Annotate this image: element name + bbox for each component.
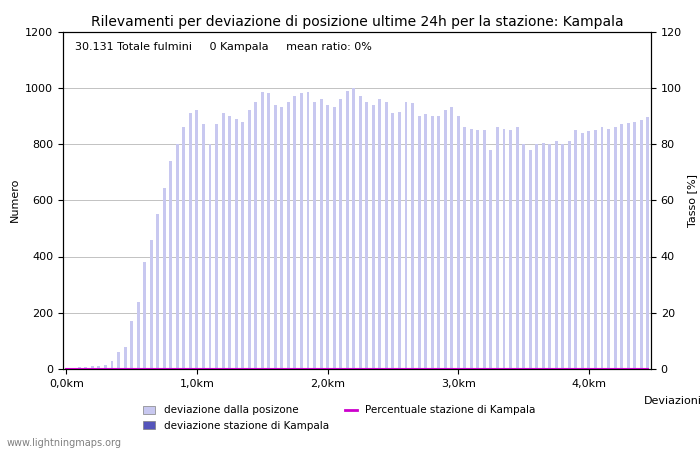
Bar (241, 122, 244, 369)
Bar (293, 96, 296, 369)
Bar (424, 114, 427, 369)
Bar (150, 239, 153, 369)
Text: www.lightningmaps.org: www.lightningmaps.org (7, 438, 122, 448)
Bar (516, 127, 519, 369)
Bar (391, 113, 394, 369)
Bar (189, 113, 192, 369)
Bar (372, 105, 375, 369)
Bar (124, 346, 127, 369)
Bar (359, 96, 362, 369)
Bar (581, 133, 584, 369)
Bar (71, 368, 74, 369)
Bar (614, 127, 617, 369)
Bar (130, 321, 133, 369)
Bar (379, 99, 382, 369)
Bar (561, 144, 564, 369)
Bar (97, 365, 100, 369)
Bar (646, 117, 649, 369)
Bar (163, 188, 166, 369)
Bar (398, 112, 401, 369)
Bar (261, 92, 264, 369)
Bar (274, 105, 276, 369)
Bar (489, 149, 492, 369)
Bar (522, 144, 525, 369)
Bar (320, 99, 323, 369)
Bar (503, 129, 505, 369)
Bar (568, 141, 570, 369)
Y-axis label: Numero: Numero (10, 178, 20, 222)
Bar (183, 127, 186, 369)
Bar (430, 116, 433, 369)
Bar (78, 367, 80, 369)
Bar (267, 94, 270, 369)
Bar (287, 102, 290, 369)
Title: Rilevamenti per deviazione di posizione ultime 24h per la stazione: Kampala: Rilevamenti per deviazione di posizione … (91, 15, 623, 29)
Bar (215, 124, 218, 369)
Bar (222, 113, 225, 369)
Bar (548, 144, 551, 369)
Bar (457, 116, 460, 369)
Bar (450, 108, 453, 369)
Bar (542, 143, 545, 369)
Bar (536, 144, 538, 369)
Bar (444, 110, 447, 369)
Bar (202, 124, 205, 369)
Bar (470, 129, 473, 369)
Bar (300, 94, 303, 369)
Bar (405, 102, 407, 369)
Bar (483, 130, 486, 369)
Bar (365, 102, 368, 369)
Bar (332, 108, 335, 369)
Bar (438, 116, 440, 369)
Bar (176, 144, 178, 369)
Bar (594, 130, 597, 369)
Bar (555, 141, 558, 369)
Bar (418, 116, 421, 369)
Bar (601, 127, 603, 369)
Bar (411, 103, 414, 369)
Bar (463, 127, 466, 369)
Bar (626, 123, 629, 369)
Y-axis label: Tasso [%]: Tasso [%] (687, 174, 697, 227)
Bar (385, 102, 388, 369)
Bar (169, 161, 172, 369)
Bar (104, 364, 107, 369)
Bar (575, 130, 577, 369)
Bar (144, 262, 146, 369)
Bar (254, 102, 257, 369)
Bar (136, 302, 139, 369)
Bar (352, 88, 355, 369)
Bar (477, 130, 480, 369)
Text: 30.131 Totale fulmini     0 Kampala     mean ratio: 0%: 30.131 Totale fulmini 0 Kampala mean rat… (75, 42, 372, 52)
Bar (228, 116, 231, 369)
Bar (509, 130, 512, 369)
Bar (195, 110, 198, 369)
Bar (326, 105, 329, 369)
Text: Deviazioni: Deviazioni (644, 396, 700, 406)
Bar (307, 92, 309, 369)
Bar (313, 102, 316, 369)
Bar (248, 110, 251, 369)
Bar (634, 122, 636, 369)
Bar (85, 367, 88, 369)
Bar (91, 366, 94, 369)
Bar (234, 119, 237, 369)
Bar (528, 149, 531, 369)
Bar (209, 144, 211, 369)
Bar (111, 360, 113, 369)
Legend: deviazione dalla posizone, deviazione stazione di Kampala, Percentuale stazione : deviazione dalla posizone, deviazione st… (139, 401, 540, 435)
Bar (117, 352, 120, 369)
Bar (640, 120, 643, 369)
Bar (620, 124, 623, 369)
Bar (281, 108, 284, 369)
Bar (587, 131, 590, 369)
Bar (156, 214, 159, 369)
Bar (346, 90, 349, 369)
Bar (496, 127, 499, 369)
Bar (607, 129, 610, 369)
Bar (340, 99, 342, 369)
